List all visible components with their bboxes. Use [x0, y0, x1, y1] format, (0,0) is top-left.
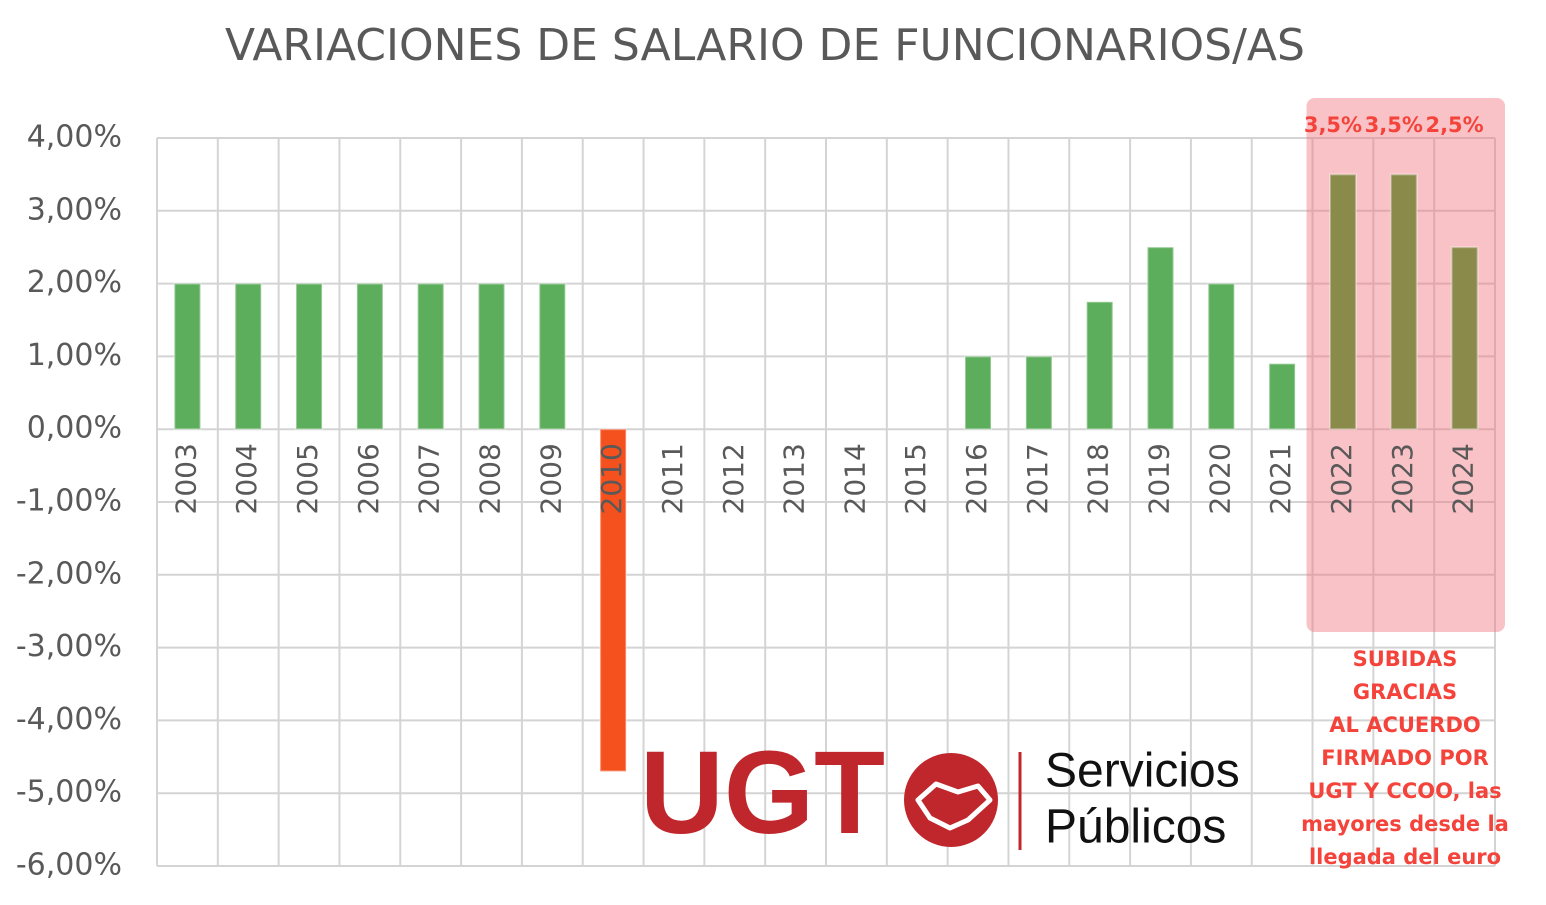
- x-tick-label: 2004: [230, 443, 263, 514]
- y-tick-label: 2,00%: [27, 265, 122, 300]
- annotation: FIRMADO POR: [1321, 746, 1489, 770]
- y-tick-label: 4,00%: [27, 120, 122, 155]
- annotation: UGT Y CCOO, las: [1308, 779, 1501, 803]
- x-tick-label: 2014: [838, 443, 871, 514]
- y-tick-label: 0,00%: [27, 411, 122, 446]
- bar: [599, 428, 628, 773]
- x-tick-label: 2008: [474, 443, 507, 514]
- bar: [1024, 355, 1053, 431]
- x-tick-label: 2021: [1264, 443, 1297, 514]
- bar: [355, 282, 384, 431]
- annotation: mayores desde la: [1301, 812, 1509, 836]
- bar: [964, 355, 993, 431]
- x-tick-label: 2016: [960, 443, 993, 514]
- annotation: AL ACUERDO: [1329, 713, 1480, 737]
- bar: [234, 282, 263, 431]
- value-label: 3,5%: [1365, 113, 1423, 137]
- bar: [1085, 300, 1114, 431]
- x-tick-label: 2018: [1082, 443, 1115, 514]
- annotation: GRACIAS: [1353, 680, 1457, 704]
- y-tick-label: 1,00%: [27, 338, 122, 373]
- y-tick-label: -2,00%: [16, 556, 122, 591]
- value-label: 3,5%: [1304, 113, 1362, 137]
- annotation: SUBIDAS: [1353, 647, 1458, 671]
- chart-title: VARIACIONES DE SALARIO DE FUNCIONARIOS/A…: [225, 20, 1305, 71]
- value-label: 2,5%: [1425, 113, 1483, 137]
- y-tick-label: -5,00%: [16, 775, 122, 810]
- x-tick-label: 2015: [899, 443, 932, 514]
- bar: [1268, 362, 1297, 431]
- logo-line1: Servicios: [1045, 745, 1240, 798]
- bar: [477, 282, 506, 431]
- bar: [1328, 173, 1357, 431]
- bar: [416, 282, 445, 431]
- x-tick-label: 2009: [534, 443, 567, 514]
- x-tick-label: 2010: [595, 443, 628, 514]
- x-tick-label: 2020: [1203, 443, 1236, 514]
- y-tick-label: -4,00%: [16, 702, 122, 737]
- x-tick-label: 2023: [1386, 443, 1419, 514]
- bar: [1450, 246, 1479, 431]
- bar: [1146, 246, 1175, 431]
- y-tick-label: 3,00%: [27, 192, 122, 227]
- y-tick-label: -6,00%: [16, 848, 122, 883]
- bar: [1389, 173, 1418, 431]
- logo-brand: UGT: [640, 727, 885, 859]
- x-tick-label: 2013: [778, 443, 811, 514]
- bar: [538, 282, 567, 431]
- logo-circle: [904, 753, 998, 847]
- x-tick-label: 2017: [1021, 443, 1054, 514]
- x-tick-label: 2019: [1143, 443, 1176, 514]
- logo-hands: [915, 781, 993, 831]
- x-tick-label: 2024: [1447, 443, 1480, 514]
- x-tick-label: 2012: [717, 443, 750, 514]
- x-tick-label: 2022: [1325, 443, 1358, 514]
- logo-line2: Públicos: [1045, 801, 1226, 854]
- y-tick-label: -3,00%: [16, 629, 122, 664]
- annotation: llegada del euro: [1309, 845, 1501, 869]
- bar: [295, 282, 324, 431]
- bar: [173, 282, 202, 431]
- x-tick-label: 2003: [169, 443, 202, 514]
- x-tick-label: 2006: [352, 443, 385, 514]
- x-tick-label: 2011: [656, 443, 689, 514]
- y-tick-label: -1,00%: [16, 484, 122, 519]
- bar: [1207, 282, 1236, 431]
- x-tick-label: 2005: [291, 443, 324, 514]
- x-tick-label: 2007: [413, 443, 446, 514]
